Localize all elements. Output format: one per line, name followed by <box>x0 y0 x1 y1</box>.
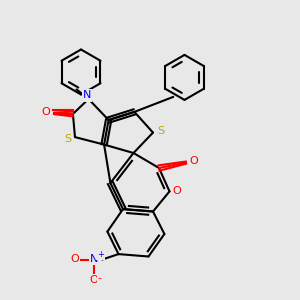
Text: O: O <box>70 254 80 265</box>
Text: +: + <box>97 250 104 259</box>
Text: N: N <box>90 254 98 264</box>
Text: O: O <box>41 107 50 117</box>
Text: O: O <box>172 186 182 197</box>
Text: O: O <box>89 275 98 285</box>
Text: N: N <box>83 90 91 100</box>
Text: S: S <box>64 134 71 144</box>
Text: O: O <box>189 156 198 166</box>
Text: -: - <box>98 273 102 283</box>
Text: S: S <box>157 126 164 136</box>
